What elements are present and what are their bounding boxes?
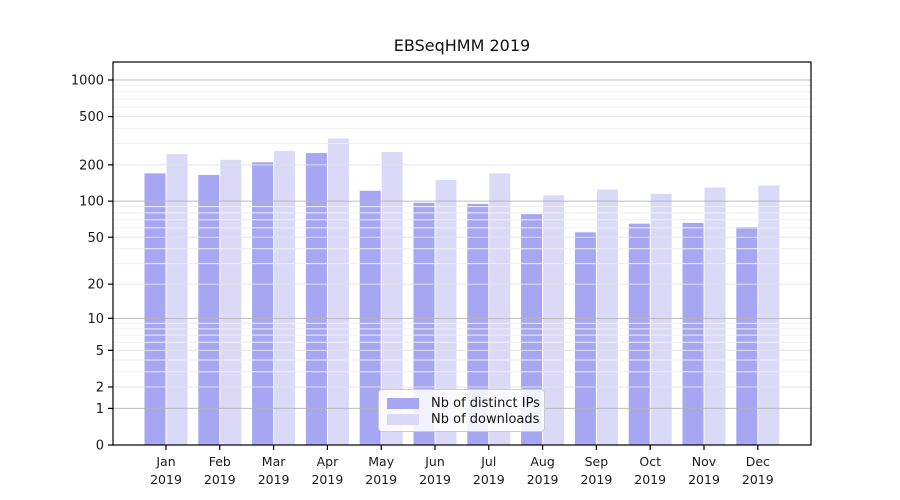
x-tick-label-month: Jul xyxy=(480,454,496,469)
y-tick-label-10: 10 xyxy=(87,312,104,327)
legend-swatch-downloads xyxy=(387,413,419,425)
y-tick-label-5: 5 xyxy=(96,344,104,359)
y-tick-label-20: 20 xyxy=(87,278,104,293)
x-tick-label-month: Jun xyxy=(424,454,445,469)
y-tick-label-500: 500 xyxy=(79,110,104,125)
bar-downloads-mar xyxy=(274,151,296,445)
bar-distinct-ips-jan xyxy=(144,173,166,445)
bar-distinct-ips-feb xyxy=(198,174,220,446)
y-tick-label-2: 2 xyxy=(96,380,104,395)
bar-downloads-jun xyxy=(435,179,457,445)
x-tick-label-month: Sep xyxy=(585,454,609,469)
x-tick-label-month: Feb xyxy=(209,454,231,469)
legend-item-distinct-ips: Nb of distinct IPs xyxy=(387,396,540,411)
x-tick-label-year: 2019 xyxy=(634,472,666,487)
x-tick-label-year: 2019 xyxy=(742,472,774,487)
x-tick-label-year: 2019 xyxy=(473,472,505,487)
y-tick-label-1: 1 xyxy=(96,402,104,417)
bar-downloads-feb xyxy=(220,159,242,445)
bar-downloads-nov xyxy=(704,187,726,445)
x-tick-label-month: May xyxy=(368,454,394,469)
x-tick-label-year: 2019 xyxy=(419,472,451,487)
x-tick-label-year: 2019 xyxy=(688,472,720,487)
bar-downloads-jan xyxy=(166,154,188,445)
plot-border xyxy=(112,61,812,446)
bar-downloads-dec xyxy=(758,185,780,445)
bar-downloads-apr xyxy=(327,138,349,445)
bar-downloads-sep xyxy=(596,189,618,445)
y-tick-label-50: 50 xyxy=(87,231,104,246)
x-tick-label-month: Apr xyxy=(317,454,339,469)
bar-downloads-oct xyxy=(650,193,672,445)
x-tick-label-month: Mar xyxy=(262,454,286,469)
legend-swatch-distinct-ips xyxy=(387,397,419,409)
y-tick-label-1000: 1000 xyxy=(71,73,104,88)
x-tick-label-year: 2019 xyxy=(204,472,236,487)
y-tick-label-0: 0 xyxy=(96,439,104,454)
x-tick-label-month: Jan xyxy=(155,454,175,469)
legend: Nb of distinct IPs Nb of downloads xyxy=(378,389,545,432)
legend-item-downloads: Nb of downloads xyxy=(387,411,540,427)
y-tick-label-100: 100 xyxy=(79,195,104,210)
legend-label-downloads: Nb of downloads xyxy=(431,411,540,427)
bar-distinct-ips-jul xyxy=(467,203,489,445)
bar-distinct-ips-apr xyxy=(305,153,327,445)
x-tick-label-year: 2019 xyxy=(365,472,397,487)
x-tick-label-month: Aug xyxy=(530,454,554,469)
bar-distinct-ips-nov xyxy=(682,222,704,445)
x-tick-label-year: 2019 xyxy=(258,472,290,487)
x-tick-label-month: Nov xyxy=(692,454,717,469)
bar-downloads-jul xyxy=(489,173,511,445)
legend-label-distinct-ips: Nb of distinct IPs xyxy=(431,395,540,411)
x-tick-label-month: Oct xyxy=(639,454,661,469)
x-tick-label-year: 2019 xyxy=(150,472,182,487)
chart-title: EBSeqHMM 2019 xyxy=(393,36,531,55)
bar-distinct-ips-oct xyxy=(628,223,650,445)
bar-distinct-ips-sep xyxy=(574,232,596,445)
x-tick-label-year: 2019 xyxy=(580,472,612,487)
x-tick-label-year: 2019 xyxy=(311,472,343,487)
bar-distinct-ips-mar xyxy=(252,162,274,445)
bar-distinct-ips-dec xyxy=(736,226,758,445)
bar-downloads-aug xyxy=(543,195,565,445)
x-tick-label-month: Dec xyxy=(746,454,770,469)
x-tick-label-year: 2019 xyxy=(527,472,559,487)
y-tick-label-200: 200 xyxy=(79,158,104,173)
